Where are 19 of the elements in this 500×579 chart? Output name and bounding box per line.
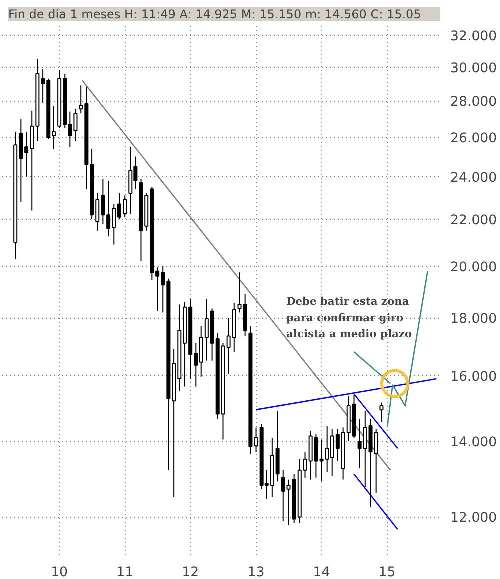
y-tick-label: 24.000 (450, 170, 498, 186)
y-tick-label: 18.000 (450, 312, 498, 328)
y-tick-label: 28.000 (450, 95, 498, 110)
x-tick-label: 14 (313, 566, 330, 579)
y-tick-label: 30.000 (450, 61, 498, 76)
chart-title: Fin de día 1 meses H: 11:49 A: 14.925 M: 15.150 m: 14.560 C: 15.05 (8, 8, 422, 22)
x-tick-label: 11 (116, 566, 134, 579)
x-tick-label: 13 (248, 566, 265, 579)
x-tick-label: 15 (378, 566, 396, 579)
y-tick-label: 16.000 (450, 370, 498, 385)
annotation: Debe batir esta zona para confirmar giro alcista a medio plazo (286, 295, 412, 340)
x-tick-label: 10 (51, 566, 68, 579)
y-tick-label: 26.000 (450, 132, 498, 147)
y-tick-label: 12.000 (450, 511, 498, 526)
y-tick-label: 20.000 (450, 260, 498, 276)
y-tick-label: 22.000 (450, 214, 498, 229)
x-tick-label: 12 (182, 566, 200, 579)
y-tick-label: 14.000 (450, 436, 498, 451)
y-tick-label: 32.000 (450, 30, 498, 45)
